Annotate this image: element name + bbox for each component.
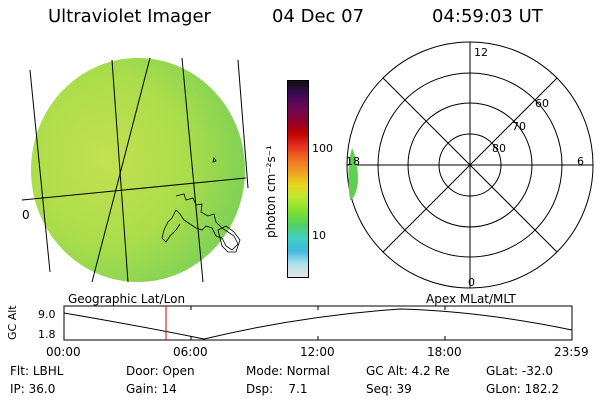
seq-value: 39 <box>396 382 412 396</box>
glon-info: GLon: 182.2 <box>486 382 559 396</box>
geo-panel-label: Geographic Lat/Lon <box>68 292 186 306</box>
filter-info: Flt: LBHL <box>10 364 64 378</box>
geo-grid-lines <box>21 57 249 283</box>
coastline <box>161 157 241 253</box>
mlt-label-18: 18 <box>346 155 360 168</box>
gcalt-value: 4.2 Re <box>411 364 450 378</box>
timeline-xtick-3: 18:00 <box>427 345 462 359</box>
mode-value: Normal <box>286 364 330 378</box>
door-value: Open <box>162 364 195 378</box>
ip-value: 36.0 <box>28 382 56 396</box>
polar-emission-patch <box>348 148 358 200</box>
glat-value: -32.0 <box>521 364 553 378</box>
timeline-ytick-1-8: 1.8 <box>38 328 56 341</box>
gain-info: Gain: 14 <box>126 382 177 396</box>
mlat-label-60: 60 <box>535 97 549 110</box>
timeline-ticks <box>63 306 573 340</box>
date-label: 04 Dec 07 <box>272 6 365 27</box>
mlat-label-80: 80 <box>492 142 506 155</box>
timeline-xtick-4: 23:59 <box>554 345 589 359</box>
ip-info: IP: 36.0 <box>10 382 56 396</box>
altitude-curve <box>63 308 573 340</box>
glat-info: GLat: -32.0 <box>486 364 553 378</box>
timeline-xtick-2: 12:00 <box>300 345 335 359</box>
mlt-label-12: 12 <box>474 46 488 59</box>
timeline-xtick-1: 06:00 <box>173 345 208 359</box>
glon-value: 182.2 <box>524 382 559 396</box>
instrument-title: Ultraviolet Imager <box>48 6 211 27</box>
dsp-info: Dsp: 7.1 <box>246 382 308 396</box>
mode-info: Mode: Normal <box>246 364 330 378</box>
mlt-label-6: 6 <box>577 155 584 168</box>
filter-value: LBHL <box>32 364 64 378</box>
time-label: 04:59:03 UT <box>432 6 543 27</box>
colorbar-tick-10: 10 <box>312 229 326 242</box>
dsp-value: 7.1 <box>288 382 308 396</box>
gain-value: 14 <box>161 382 177 396</box>
timeline-ylabel: GC Alt <box>6 305 19 340</box>
longitude-marker: 0 <box>22 208 30 222</box>
seq-info: Seq: 39 <box>366 382 412 396</box>
timeline-ytick-9: 9.0 <box>38 308 56 321</box>
mlat-label-70: 70 <box>512 120 526 133</box>
gcalt-info: GC Alt: 4.2 Re <box>366 364 450 378</box>
colorbar-tick-100: 100 <box>312 142 333 155</box>
door-info: Door: Open <box>126 364 195 378</box>
timeline-xtick-0: 00:00 <box>46 345 81 359</box>
color-bar <box>287 80 309 278</box>
polar-panel-label: Apex MLat/MLT <box>426 292 516 306</box>
mlt-label-0: 0 <box>468 276 475 289</box>
